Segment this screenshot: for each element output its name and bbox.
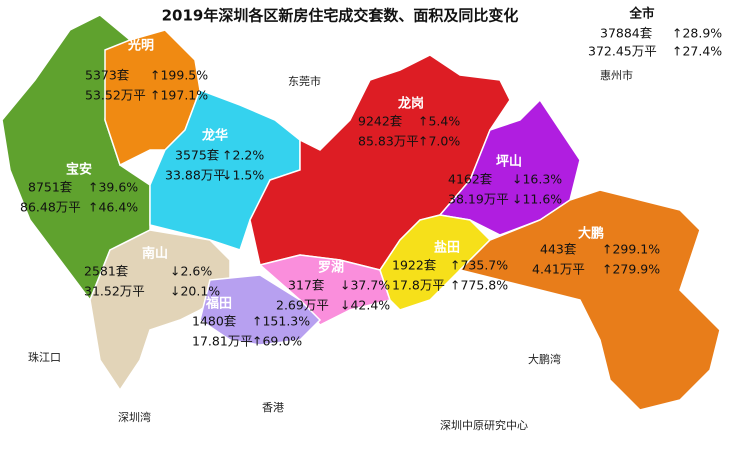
district-area: 85.83万平 bbox=[358, 134, 419, 149]
district-units: 8751套 bbox=[28, 180, 73, 195]
total-area: 372.45万平 bbox=[588, 44, 657, 59]
district-units: 1480套 bbox=[192, 314, 237, 329]
district-name: 宝安 bbox=[66, 162, 92, 178]
district-area: 33.88万平 bbox=[165, 168, 226, 183]
district-area: 86.48万平 bbox=[20, 200, 81, 215]
total-units: 37884套 bbox=[600, 26, 653, 41]
total-area-change: ↑27.4% bbox=[672, 44, 722, 59]
source: 深圳中原研究中心 bbox=[440, 418, 528, 432]
district-name: 南山 bbox=[142, 246, 168, 262]
district-units-change: ↑2.2% bbox=[222, 148, 264, 163]
title: 2019年深圳各区新房住宅成交套数、面积及同比变化 bbox=[162, 7, 519, 25]
district-units-change: ↑151.3% bbox=[252, 314, 310, 329]
place-label: 珠江口 bbox=[28, 350, 61, 364]
place-label: 东莞市 bbox=[288, 74, 321, 88]
districts bbox=[1, 14, 721, 411]
place-label: 大鹏湾 bbox=[528, 352, 561, 366]
district-area-change: ↑279.9% bbox=[602, 262, 660, 277]
district-area: 17.81万平 bbox=[192, 334, 253, 349]
place-label: 深圳湾 bbox=[118, 410, 151, 424]
district-area: 2.69万平 bbox=[276, 298, 329, 313]
district-nanshan bbox=[89, 229, 231, 392]
place-label: 香港 bbox=[262, 401, 284, 414]
district-name: 大鹏 bbox=[578, 226, 604, 242]
district-area-change: ↑69.0% bbox=[252, 334, 302, 349]
district-units-change: ↓2.6% bbox=[170, 264, 212, 279]
district-units-change: ↑5.4% bbox=[418, 114, 460, 129]
district-units: 3575套 bbox=[175, 148, 220, 163]
district-units-change: ↑735.7% bbox=[450, 258, 508, 273]
district-area-change: ↓11.6% bbox=[512, 192, 562, 207]
district-area-change: ↓20.1% bbox=[170, 284, 220, 299]
district-name: 福田 bbox=[205, 296, 232, 312]
district-name: 盐田 bbox=[434, 240, 460, 256]
district-dapeng bbox=[458, 189, 721, 411]
district-area: 38.19万平 bbox=[448, 192, 509, 207]
district-name: 光明 bbox=[127, 38, 154, 54]
district-area-change: ↑46.4% bbox=[88, 200, 138, 215]
district-area-change: ↓42.4% bbox=[340, 298, 390, 313]
district-area: 4.41万平 bbox=[532, 262, 585, 277]
place-label: 惠州市 bbox=[600, 68, 633, 82]
district-name: 龙华 bbox=[202, 128, 228, 144]
district-area: 31.52万平 bbox=[84, 284, 145, 299]
district-units: 4162套 bbox=[448, 172, 493, 187]
district-area: 17.8万平 bbox=[392, 278, 445, 293]
district-labels: 光明 5373套 ↑199.5% 53.52万平 ↑197.1% 龙华 3575套 ↑2.2%… bbox=[20, 38, 660, 349]
total-units-change: ↑28.9% bbox=[672, 26, 722, 41]
district-area-change: ↑775.8% bbox=[450, 278, 508, 293]
district-units: 317套 bbox=[288, 278, 325, 293]
district-name: 坪山 bbox=[496, 154, 522, 170]
district-units: 1922套 bbox=[392, 258, 437, 273]
district-units-change: ↓37.7% bbox=[340, 278, 390, 293]
district-area: 53.52万平 bbox=[85, 88, 146, 103]
district-name: 龙岗 bbox=[398, 96, 424, 112]
district-units: 5373套 bbox=[85, 68, 130, 83]
total-name: 全市 bbox=[628, 6, 655, 21]
district-units: 2581套 bbox=[84, 264, 129, 279]
district-units-change: ↑199.5% bbox=[150, 68, 208, 83]
district-area-change: ↑197.1% bbox=[150, 88, 208, 103]
district-area-change: ↓1.5% bbox=[222, 168, 264, 183]
district-units: 9242套 bbox=[358, 114, 403, 129]
district-area-change: ↑7.0% bbox=[418, 134, 460, 149]
district-futian bbox=[199, 274, 322, 346]
district-name: 罗湖 bbox=[318, 261, 344, 276]
district-units-change: ↑39.6% bbox=[88, 180, 138, 195]
district-units-change: ↓16.3% bbox=[512, 172, 562, 187]
district-units: 443套 bbox=[540, 242, 577, 257]
district-longhua bbox=[149, 89, 301, 251]
district-units-change: ↑299.1% bbox=[602, 242, 660, 257]
